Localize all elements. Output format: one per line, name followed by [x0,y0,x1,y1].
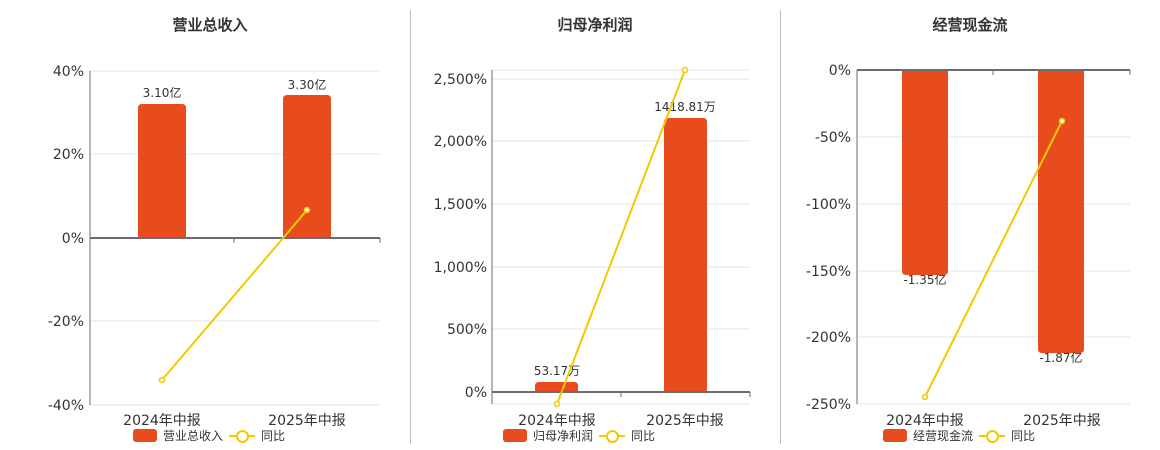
bar-label-2024: -1.35亿 [903,272,946,287]
y-ticks: 40% 20% 0% -20% -40% [48,64,84,414]
bar-label-2025: -1.87亿 [1039,350,1082,365]
svg-text:0%: 0% [465,385,487,401]
cashflow-chart: 0% -50% -100% -150% -200% -250% -1.35亿 -… [806,63,1131,429]
legend-item-line[interactable]: 同比 [979,427,1035,444]
svg-text:2,500%: 2,500% [434,72,487,88]
x-tick-2025: 2025年中报 [268,413,346,429]
svg-text:40%: 40% [53,64,84,80]
svg-text:-100%: -100% [806,197,851,213]
line-marker-icon [229,429,256,443]
net-profit-chart: 2,500% 2,000% 1,500% 1,000% 500% 0% 53.1… [434,66,751,429]
bar-label-2025: 1418.81万 [654,100,716,114]
divider [780,10,781,444]
divider [410,10,411,444]
y-ticks: 0% -50% -100% -150% -200% -250% [806,63,851,413]
bar-2024[interactable] [138,104,186,238]
yoy-line [161,209,308,381]
legend: 营业总收入 同比 [133,427,285,444]
svg-text:0%: 0% [62,231,84,247]
bar-label-2024: 53.17万 [534,364,580,378]
legend-item-line[interactable]: 同比 [229,427,285,444]
yoy-point-2024[interactable] [158,376,166,384]
legend-item-bar[interactable]: 经营现金流 [883,427,973,444]
x-tick-2025: 2025年中报 [646,413,724,429]
chart-panel-net-profit: 归母净利润 2,500% 2,000% 1,500% 1,000% 500% 0… [410,0,780,450]
svg-text:500%: 500% [447,322,487,338]
gridlines [857,136,1130,405]
gridlines [90,70,380,406]
legend: 经营现金流 同比 [883,427,1035,444]
bar-2024[interactable] [902,70,948,275]
yoy-line [924,120,1063,398]
yoy-point-2024[interactable] [921,393,929,401]
legend-item-line[interactable]: 同比 [599,427,655,444]
chart-panel-operating-cashflow: 经营现金流 0% -50% -100% -150% -200% -250% -1… [780,0,1160,450]
bar-2025[interactable] [283,95,331,238]
svg-text:-20%: -20% [48,314,84,330]
svg-text:0%: 0% [829,63,851,79]
svg-text:1,500%: 1,500% [434,197,487,213]
chart-title: 经营现金流 [932,16,1008,34]
y-ticks: 2,500% 2,000% 1,500% 1,000% 500% 0% [434,72,487,401]
bar-2024[interactable] [535,382,578,392]
svg-text:-250%: -250% [806,397,851,413]
x-tick-2024: 2024年中报 [518,413,596,429]
bar-2025[interactable] [664,118,707,392]
yoy-line [556,69,686,405]
bar-2025[interactable] [1038,70,1084,353]
x-tick-2024: 2024年中报 [886,413,964,429]
bar-swatch-icon [133,429,157,442]
bar-label-2024: 3.10亿 [143,85,182,100]
revenue-chart: 40% 20% 0% -20% -40% 3.10亿 3.30亿 2024年中报… [48,64,381,429]
legend-item-bar[interactable]: 归母净利润 [503,427,593,444]
svg-text:-50%: -50% [815,130,851,146]
yoy-point-2024[interactable] [553,400,561,408]
chart-title: 营业总收入 [172,16,248,34]
x-tick-2025: 2025年中报 [1023,413,1101,429]
chart-title: 归母净利润 [557,16,633,34]
line-marker-icon [979,429,1006,443]
legend-item-bar[interactable]: 营业总收入 [133,427,223,444]
line-marker-icon [599,429,626,443]
bar-swatch-icon [503,429,527,442]
yoy-point-2025[interactable] [303,206,311,214]
bar-swatch-icon [883,429,907,442]
chart-panel-revenue: 营业总收入 40% 20% 0% -20% -40% 3.10亿 3.30亿 2… [0,0,410,450]
svg-text:1,000%: 1,000% [434,260,487,276]
svg-text:-200%: -200% [806,330,851,346]
yoy-point-2025[interactable] [681,66,689,74]
svg-text:-40%: -40% [48,398,84,414]
svg-text:2,000%: 2,000% [434,134,487,150]
yoy-point-2025[interactable] [1058,117,1066,125]
x-tick-2024: 2024年中报 [123,413,201,429]
legend: 归母净利润 同比 [503,427,655,444]
bar-label-2025: 3.30亿 [288,77,327,92]
svg-text:-150%: -150% [806,264,851,280]
svg-text:20%: 20% [53,147,84,163]
